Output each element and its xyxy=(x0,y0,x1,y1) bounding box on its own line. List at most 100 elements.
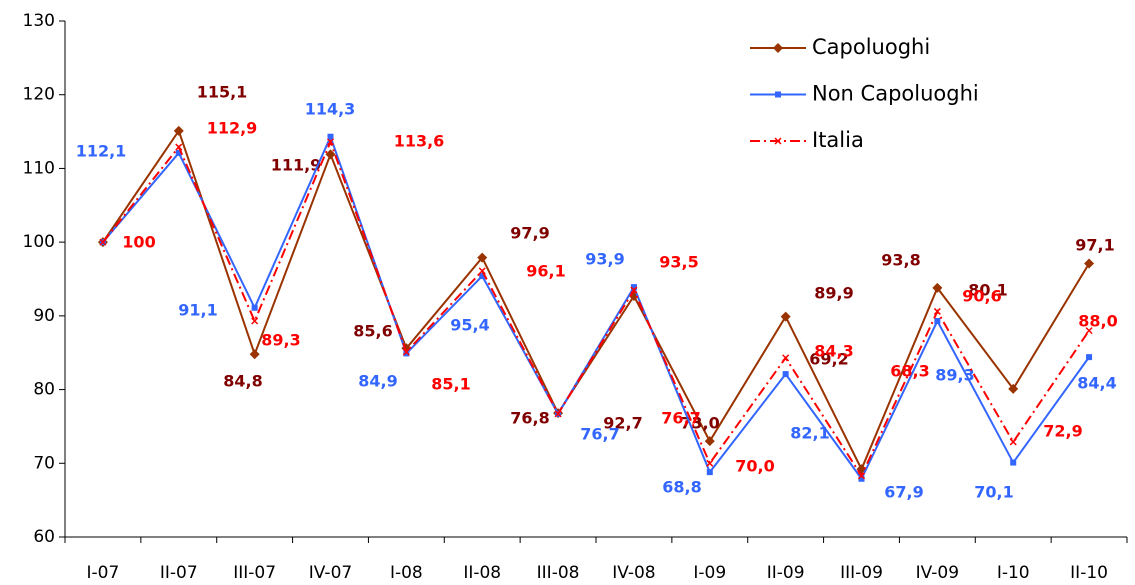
data-label: 70,1 xyxy=(974,483,1013,502)
y-tick-label: 100 xyxy=(23,232,55,252)
point-marker xyxy=(326,138,335,146)
data-label: 100 xyxy=(122,233,155,252)
point-marker xyxy=(477,252,488,263)
x-tick-label: II-10 xyxy=(1070,563,1108,583)
point-marker xyxy=(173,125,184,136)
series-line xyxy=(102,134,1090,481)
point-marker xyxy=(933,307,941,315)
point-marker xyxy=(251,304,258,311)
x-tick-label: III-08 xyxy=(537,563,580,583)
data-label: 89,3 xyxy=(935,366,974,385)
point-marker xyxy=(1084,258,1095,269)
point-marker xyxy=(1010,459,1017,466)
data-label: 113,6 xyxy=(394,132,445,151)
data-label: 93,9 xyxy=(585,250,624,269)
x-tick-label: II-07 xyxy=(160,563,198,583)
x-tick-label: I-10 xyxy=(997,563,1030,583)
data-label: 112,9 xyxy=(207,119,258,138)
y-tick-label: 130 xyxy=(23,11,55,31)
y-tick-label: 90 xyxy=(33,306,55,326)
y-tick-label: 60 xyxy=(33,527,55,547)
point-marker xyxy=(478,267,486,275)
point-marker xyxy=(1008,383,1019,394)
y-tick-label: 110 xyxy=(23,158,55,178)
data-label: 89,9 xyxy=(814,284,853,303)
point-marker xyxy=(175,143,183,151)
point-marker xyxy=(932,282,943,293)
point-marker xyxy=(402,348,410,356)
data-label: 90,6 xyxy=(962,287,1001,306)
x-tick-label: II-09 xyxy=(767,563,805,583)
data-label: 84,8 xyxy=(223,372,262,391)
data-label: 95,4 xyxy=(450,316,489,335)
data-label: 111,9 xyxy=(271,156,322,175)
point-marker xyxy=(704,436,715,447)
point-marker xyxy=(706,459,714,467)
point-marker xyxy=(782,354,790,362)
point-marker xyxy=(780,311,791,322)
point-marker xyxy=(403,350,410,357)
data-label: 85,6 xyxy=(353,322,392,341)
data-label: 72,9 xyxy=(1043,422,1082,441)
point-marker xyxy=(857,472,866,480)
y-tick-label: 70 xyxy=(33,453,55,473)
y-tick-label: 120 xyxy=(23,85,55,105)
x-tick-label: I-09 xyxy=(693,563,726,583)
data-label: 93,8 xyxy=(881,251,920,270)
point-marker xyxy=(325,149,336,160)
data-label: 92,7 xyxy=(603,414,642,433)
series-line xyxy=(102,128,1090,472)
point-marker xyxy=(251,317,259,325)
data-label: 82,1 xyxy=(790,424,829,443)
legend-marker xyxy=(773,43,783,53)
point-marker xyxy=(175,149,182,156)
data-label: 97,9 xyxy=(510,224,549,243)
data-label: 89,3 xyxy=(261,331,300,350)
point-marker xyxy=(934,318,941,325)
point-marker xyxy=(630,284,637,291)
data-label: 84,4 xyxy=(1077,374,1116,393)
x-tick-label: III-09 xyxy=(840,563,883,583)
legend-label: Italia xyxy=(812,128,864,152)
point-marker xyxy=(782,371,789,378)
point-marker xyxy=(1085,327,1093,335)
x-tick-label: III-07 xyxy=(233,563,276,583)
x-tick-label: IV-07 xyxy=(309,563,352,583)
x-tick-label: IV-09 xyxy=(916,563,959,583)
point-marker xyxy=(554,410,562,418)
data-label: 84,9 xyxy=(358,372,397,391)
point-marker xyxy=(327,133,334,140)
data-label: 112,1 xyxy=(76,142,127,161)
point-marker xyxy=(630,286,638,294)
data-label: 84,3 xyxy=(814,342,853,361)
series-line xyxy=(102,139,1090,478)
data-label: 114,3 xyxy=(305,100,356,119)
x-tick-label: IV-08 xyxy=(612,563,655,583)
data-label: 76,7 xyxy=(580,425,619,444)
data-label: 96,1 xyxy=(526,262,565,281)
point-marker xyxy=(249,349,260,360)
legend-marker xyxy=(774,137,782,145)
y-tick-label: 80 xyxy=(33,380,55,400)
data-label: 97,1 xyxy=(1075,236,1114,255)
data-label: 69,2 xyxy=(809,350,848,369)
data-label: 85,1 xyxy=(431,375,470,394)
x-tick-label: II-08 xyxy=(463,563,501,583)
data-label: 91,1 xyxy=(178,301,217,320)
data-label: 67,9 xyxy=(884,483,923,502)
data-label: 70,0 xyxy=(735,457,774,476)
point-marker xyxy=(706,469,713,476)
point-marker xyxy=(858,475,865,482)
data-label: 68,8 xyxy=(662,478,701,497)
data-label: 76,8 xyxy=(510,409,549,428)
x-tick-label: I-08 xyxy=(390,563,423,583)
point-marker xyxy=(1086,354,1093,361)
legend-marker xyxy=(775,91,781,98)
legend-label: Non Capoluoghi xyxy=(812,82,979,106)
data-label: 68,3 xyxy=(890,362,929,381)
data-label: 76,7 xyxy=(661,409,700,428)
point-marker xyxy=(1009,438,1017,446)
point-marker xyxy=(479,273,486,280)
point-marker xyxy=(99,238,107,246)
